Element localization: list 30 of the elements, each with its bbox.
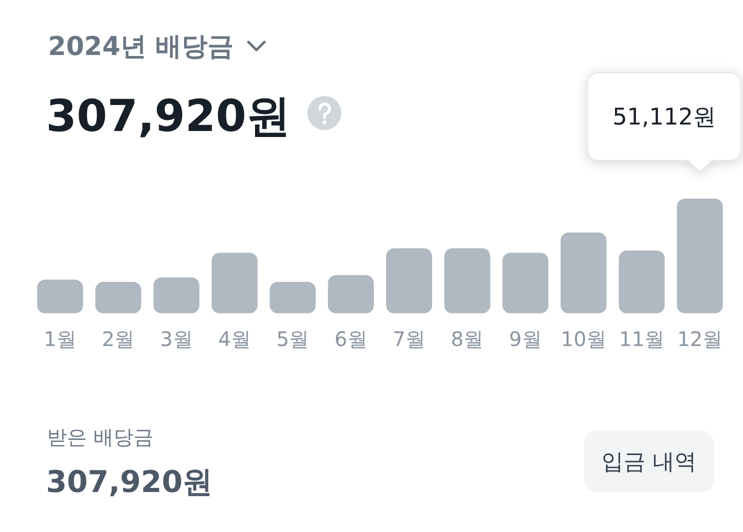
- x-tick-label: 8월: [450, 327, 484, 351]
- x-tick-label: 9월: [509, 327, 542, 351]
- x-tick-label: 2월: [102, 327, 135, 351]
- bar: [153, 277, 200, 314]
- bar: [37, 280, 84, 314]
- x-tick-label: 6월: [334, 327, 368, 351]
- bar: [444, 248, 490, 314]
- bar: [95, 282, 142, 314]
- chart-subtitle: 307,920원: [46, 91, 290, 142]
- x-tick-label: 7월: [392, 327, 426, 351]
- x-tick-label: 5월: [276, 327, 310, 351]
- bar: [386, 248, 432, 314]
- x-tick-label: 10월: [560, 327, 606, 351]
- x-tick-label: 3월: [160, 327, 193, 351]
- bar: [328, 275, 374, 314]
- bar: [270, 282, 316, 314]
- bar: [676, 198, 723, 314]
- bar: [212, 252, 258, 314]
- x-tick-label: 11월: [619, 327, 664, 351]
- x-tick-label: 12월: [677, 327, 723, 351]
- text: 307,920원: [46, 465, 213, 500]
- x-tick-label: 4월: [218, 327, 251, 351]
- x-tick-label: 1월: [44, 327, 76, 351]
- data-label: 51,112원: [612, 104, 716, 131]
- bar: [560, 232, 607, 314]
- chart-title: 2024년 배당금: [48, 32, 234, 62]
- text: 받은 배당금: [47, 425, 154, 449]
- bar: [618, 250, 665, 314]
- text: 입금 내역: [602, 450, 696, 475]
- bar: [502, 252, 548, 314]
